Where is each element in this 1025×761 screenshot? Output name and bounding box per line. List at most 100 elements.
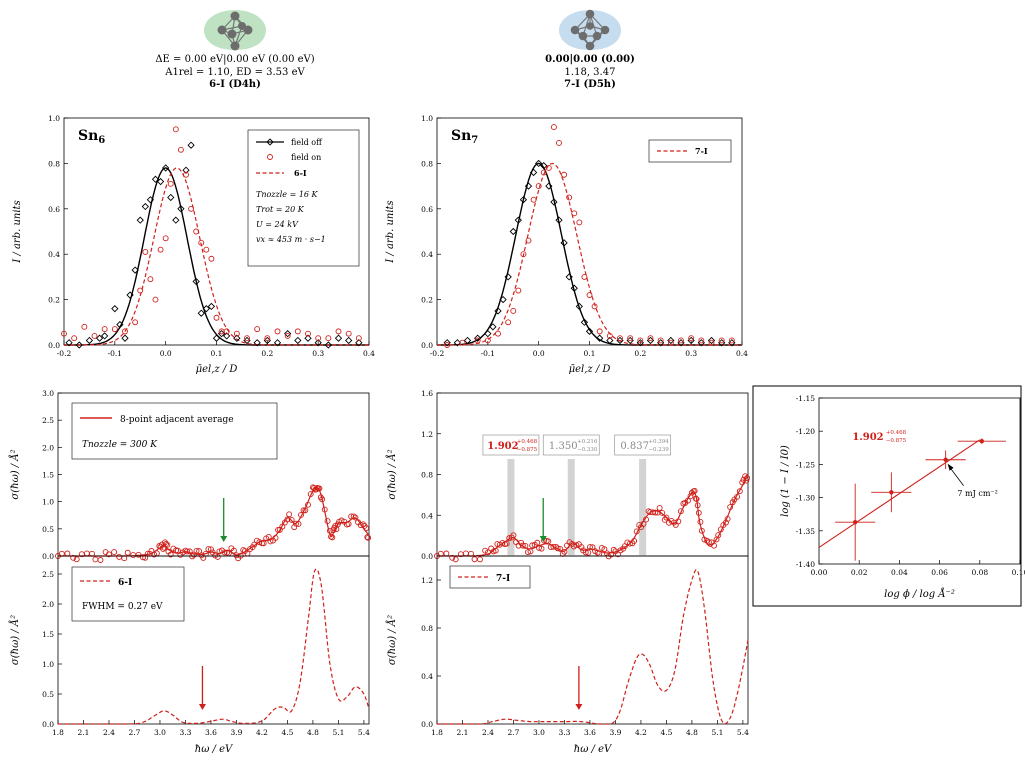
data-point-circle <box>585 549 592 556</box>
data-point-circle <box>582 549 589 556</box>
fluence_inset-axes: -1.40 -1.35 -1.30 -1.25 -1.20 -1.15 0.00 0.02 0.… <box>780 394 1025 600</box>
data-point-circle <box>315 335 322 342</box>
data-point-circle <box>587 544 593 551</box>
data-point-circle <box>656 505 663 511</box>
data-point-circle <box>352 514 359 521</box>
y-tick-label: 1.0 <box>42 660 54 669</box>
data-point-diamond <box>580 318 589 326</box>
data-point-circle <box>708 339 715 346</box>
data-point-circle <box>484 337 491 344</box>
data-point-circle <box>200 554 207 561</box>
data-point-circle <box>697 518 704 525</box>
data-point-circle <box>631 538 638 544</box>
data-point-diamond <box>192 277 200 286</box>
data-point-circle <box>316 485 323 492</box>
data-point-circle <box>717 526 724 533</box>
data-point-circle <box>566 194 573 201</box>
data-point-diamond <box>585 327 594 336</box>
data-point-circle <box>364 534 371 541</box>
data-point-circle <box>462 550 469 557</box>
data-point-circle <box>167 180 174 187</box>
data-point-diamond <box>484 330 492 338</box>
y-tick-label: 1.0 <box>48 114 60 123</box>
data-point-diamond <box>550 198 558 206</box>
data-point-diamond <box>197 309 205 317</box>
data-point-circle <box>535 183 542 190</box>
cluster-6-label: 6-I (D4h) <box>209 79 261 90</box>
data-point-diamond <box>453 339 461 347</box>
legend-box <box>247 129 360 267</box>
data-point-circle <box>520 251 527 258</box>
data-point-circle <box>223 328 230 335</box>
data-point-diamond <box>266 138 274 146</box>
data-point-circle <box>319 496 326 503</box>
y-tick-label: 0.0 <box>42 552 54 561</box>
sn6_calc_spectrum-axes: 0.0 0.5 1.0 1.5 2.0 2.5 1.8 2.1 2.4 2.7 3.0 3.3 3.6 3… <box>9 555 370 755</box>
data-point-diamond <box>121 334 129 342</box>
cluster-6I-header: ΔE = 0.00 eV|0.00 eV (0.00 eV) A1rel = 1… <box>140 8 330 92</box>
x-tick-label: 4.5 <box>281 728 293 737</box>
data-point-diamond <box>294 336 302 345</box>
data-point-circle <box>61 330 67 337</box>
data-point-circle <box>715 532 722 539</box>
legend-param: vx ≈ 453 m · s−1 <box>256 235 326 244</box>
data-point-circle <box>360 521 367 528</box>
data-point-diamond <box>560 239 568 247</box>
data-point-diamond <box>504 273 512 281</box>
sn6-legend: field off field on 6-I Tnozzle = 16 K Trot =… <box>247 129 360 267</box>
y-axis-label: σ(ħω) / Å² <box>386 449 398 499</box>
data-point-diamond <box>334 334 343 342</box>
data-point-circle <box>522 543 529 549</box>
data-point-circle <box>740 476 747 483</box>
field-off-curve <box>437 162 742 346</box>
data-point-circle <box>163 540 170 547</box>
data-point-circle <box>321 506 328 513</box>
data-point-circle <box>578 544 585 550</box>
x-tick-label: -0.2 <box>430 349 445 358</box>
spectrum-curve <box>58 487 369 557</box>
data-point-circle <box>274 328 281 335</box>
data-point-circle <box>205 546 212 553</box>
x-tick-label: 0.06 <box>931 568 948 577</box>
data-point-circle <box>81 323 88 330</box>
y-tick-label: 0.0 <box>421 552 433 561</box>
y-tick-label: 0.8 <box>421 624 433 633</box>
cluster-6-structure-icon <box>204 10 266 51</box>
x-tick-label: 0.4 <box>736 349 748 358</box>
data-point-diamond <box>156 177 165 186</box>
data-point-circle <box>693 496 700 502</box>
data-point-circle <box>101 326 108 333</box>
x-tick-label: 0.3 <box>685 349 697 358</box>
x-tick-label: 0.00 <box>811 568 828 577</box>
data-point-circle <box>506 535 513 542</box>
data-point-circle <box>667 339 674 346</box>
data-point-circle <box>678 337 684 344</box>
x-tick-label: 5.4 <box>358 728 370 737</box>
data-point-circle <box>573 542 580 549</box>
data-point-circle <box>698 527 705 534</box>
cluster-7-energy: 0.00|0.00 (0.00) <box>545 54 635 65</box>
data-point-circle <box>701 536 708 543</box>
data-point-circle <box>291 524 298 531</box>
x-tick-label: -0.1 <box>108 349 122 358</box>
data-point-circle <box>70 554 77 561</box>
x-tick-label: 4.5 <box>660 728 672 737</box>
legend-label-6I: 6-I <box>294 168 307 178</box>
data-point-circle <box>186 548 193 555</box>
data-point-diamond <box>707 336 716 345</box>
annotation-arrow-head <box>947 463 954 471</box>
y-tick-label: 1.0 <box>421 114 433 123</box>
legend-param: Tnozzle = 300 K <box>82 440 158 450</box>
data-point-circle <box>744 475 751 481</box>
marker-arrow-head <box>198 704 206 710</box>
data-point-circle <box>529 542 536 549</box>
data-point-circle <box>326 527 333 534</box>
data-point-diamond <box>489 323 497 331</box>
data-point-circle <box>557 545 564 552</box>
data-point-diamond <box>202 305 210 313</box>
sn6-exp-legend: 8-point adjacent average Tnozzle = 300 K <box>71 402 278 460</box>
data-point-circle <box>538 545 545 552</box>
data-point-diamond <box>565 273 573 281</box>
data-point-circle <box>561 171 568 178</box>
x-tick-label: 0.1 <box>211 349 223 358</box>
